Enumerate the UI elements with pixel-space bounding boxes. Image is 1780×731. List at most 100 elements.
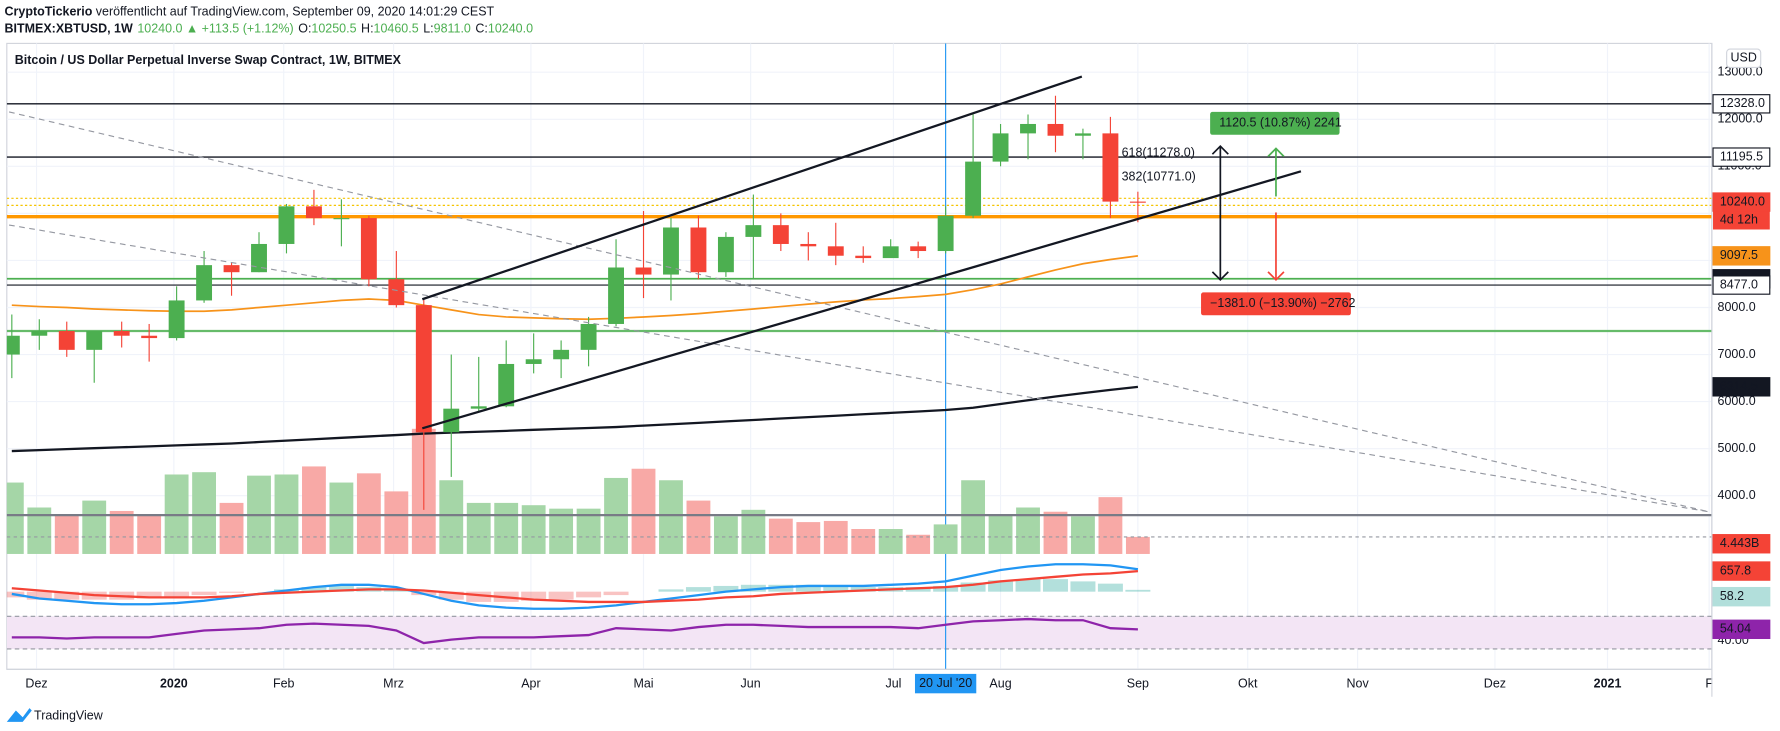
signal-line xyxy=(11,569,1139,604)
candle-body xyxy=(772,225,789,244)
price-tag: 6314.5 xyxy=(1720,379,1758,393)
volume-bar xyxy=(1016,507,1040,554)
candle-body xyxy=(1020,123,1036,134)
candle-body xyxy=(965,161,982,216)
candle-body xyxy=(553,349,570,360)
macd-histogram xyxy=(328,585,354,592)
macd-histogram xyxy=(795,584,821,592)
candle-body xyxy=(1075,133,1091,136)
header-line-2: BITMEX:XBTUSD, 1W 10240.0 ▲ +113.5 (+1.12%… xyxy=(5,22,534,36)
price-tag: 9097.5 xyxy=(1720,248,1758,262)
volume-bar xyxy=(329,482,354,554)
symbol: BITMEX:XBTUSD, 1W xyxy=(5,22,133,36)
drawings xyxy=(6,75,1712,517)
volume-bar xyxy=(219,502,244,554)
histogram-tag: 58.2 xyxy=(1720,589,1744,603)
volume-bar xyxy=(466,502,491,554)
volume-bar xyxy=(796,522,821,554)
candle-body xyxy=(278,206,295,244)
volume-bar xyxy=(851,529,876,554)
crosshair-tag: 20 Jul '20 xyxy=(919,676,972,690)
signal-tag-bg xyxy=(1712,561,1771,581)
footer: TradingView xyxy=(34,708,104,722)
candle-body xyxy=(6,335,20,355)
ohlc-label: C: xyxy=(475,22,487,36)
x-tick-label: Okt xyxy=(1238,676,1258,690)
candle-body xyxy=(580,323,597,350)
currency[interactable]: USD xyxy=(1730,51,1756,65)
candle-body xyxy=(141,335,158,339)
macd-histogram xyxy=(164,591,190,598)
volume-bar xyxy=(82,500,107,554)
macd-histogram xyxy=(301,587,327,592)
volume-bar xyxy=(823,520,848,554)
y-tick-label: 7000.0 xyxy=(1718,347,1756,361)
price-tag-bg xyxy=(1712,377,1771,397)
macd-line xyxy=(11,563,1139,610)
x-tick-label: Aug xyxy=(989,676,1011,690)
macd-histogram xyxy=(576,591,602,598)
tv-logo xyxy=(6,708,32,722)
candle-body xyxy=(910,246,927,252)
y-tick-label: 4000.0 xyxy=(1718,488,1756,502)
price-tag-bg xyxy=(1712,275,1771,295)
candle-body xyxy=(498,363,515,407)
measure-label: −1381.0 (−13.90%) −2762 xyxy=(1210,296,1355,310)
price-tag: 8477.0 xyxy=(1720,277,1758,291)
candle-body xyxy=(525,359,542,364)
last-price: 10240.0 xyxy=(137,22,182,36)
measure-label: 1120.5 (10.87%) 2241 xyxy=(1219,116,1342,130)
over-layer: Dez 2020 Feb Mrz Apr Mai Jun Jul Aug Sep Okt Nov Dez… xyxy=(25,64,1771,694)
candle-body xyxy=(992,133,1009,162)
macd-histogram xyxy=(1042,579,1068,592)
candle-body xyxy=(31,331,48,336)
macd-histogram xyxy=(823,585,849,592)
ohlc-value: 10460.5 xyxy=(374,22,419,36)
volume-bar xyxy=(988,515,1013,554)
macd-histogram xyxy=(1125,589,1151,592)
fib-label: 382(10771.0) xyxy=(1122,169,1196,183)
candle-body xyxy=(663,227,679,275)
macd-histogram xyxy=(26,591,52,600)
arrow-head xyxy=(1267,147,1285,158)
candle-body xyxy=(470,406,487,409)
measure-box xyxy=(1201,292,1351,316)
histogram-tag-bg xyxy=(1712,586,1771,607)
countdown: 4d 12h xyxy=(1720,213,1758,227)
arrow-head xyxy=(1267,271,1285,282)
price-tag-bg xyxy=(1712,147,1771,167)
volume-bar xyxy=(6,482,24,554)
x-tick-label: 2020 xyxy=(160,676,188,690)
currency-button[interactable] xyxy=(1726,48,1762,68)
countdown-bg xyxy=(1713,211,1770,230)
price-tag: 12328.0 xyxy=(1720,96,1765,110)
candle-body xyxy=(882,246,899,259)
ohlc-value: 10240.0 xyxy=(488,22,533,36)
macd-histogram xyxy=(713,585,739,592)
candle-body xyxy=(86,331,103,350)
x-tick-label: Jun xyxy=(741,676,761,690)
volume-bar xyxy=(576,508,601,554)
x-tick-label: Mai xyxy=(633,676,653,690)
volume-bar xyxy=(933,524,958,554)
volume-bar xyxy=(1043,511,1068,554)
y-tick-label: 13000.0 xyxy=(1718,64,1763,78)
crosshair-tag-bg xyxy=(914,673,977,694)
price-tag-bg xyxy=(1712,246,1771,266)
volume-bar xyxy=(494,502,519,554)
change: ▲ +113.5 (+1.12%) xyxy=(186,22,294,36)
macd-histogram xyxy=(383,589,409,592)
rsi-line xyxy=(11,617,1138,645)
candle-body xyxy=(827,246,844,256)
ma-slow xyxy=(11,385,1139,453)
volume-tag-bg xyxy=(1712,534,1771,554)
candle-body xyxy=(388,279,405,306)
price-tag: 10240.0 xyxy=(1720,194,1765,208)
volume-bar xyxy=(356,473,381,554)
macd-histogram xyxy=(960,582,986,592)
candle-body xyxy=(1102,133,1119,202)
volume-bar xyxy=(384,491,409,554)
volume-bar xyxy=(631,468,656,554)
ohlc-label: H: xyxy=(361,22,373,36)
candle-body xyxy=(251,243,267,273)
